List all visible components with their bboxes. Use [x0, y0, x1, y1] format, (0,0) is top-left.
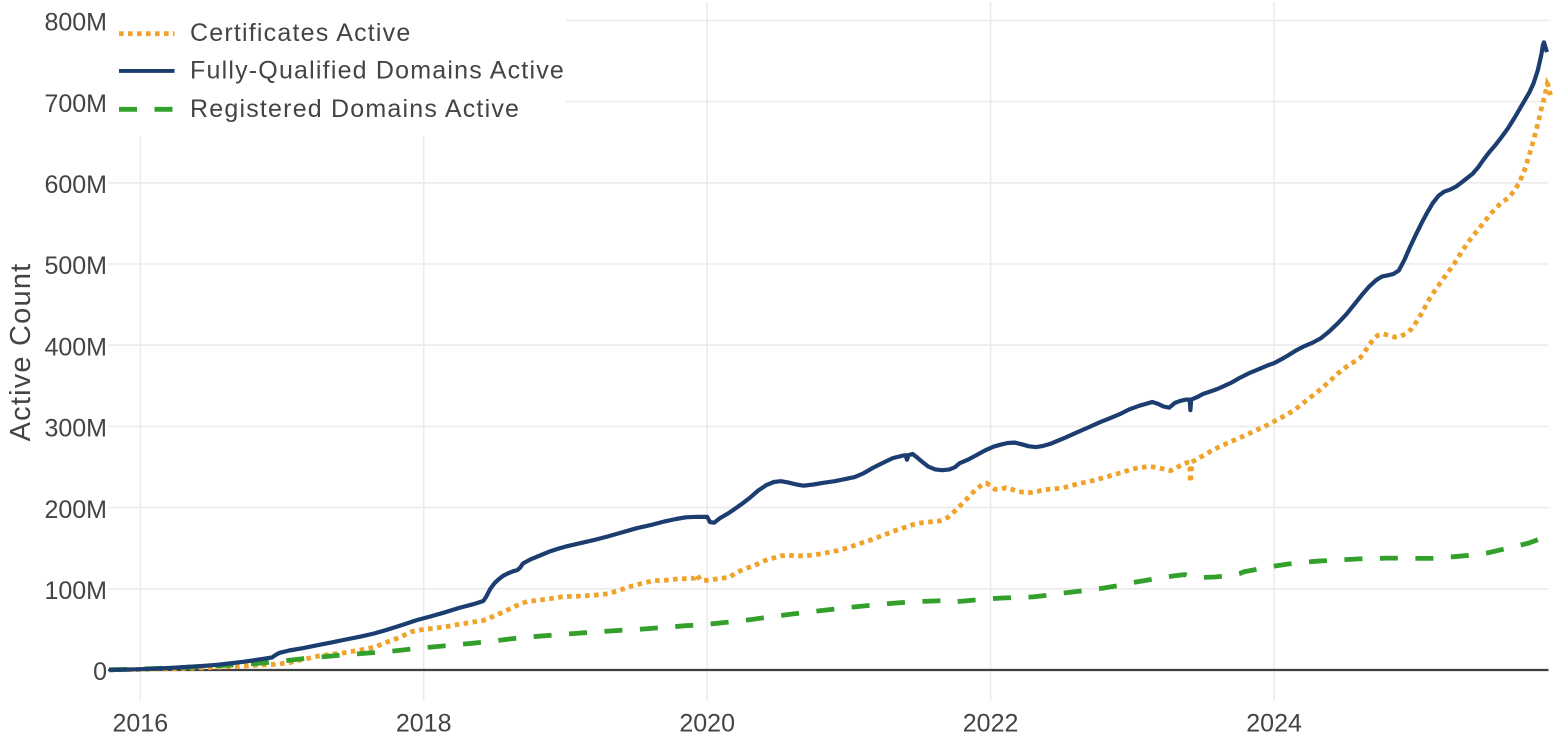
- svg-text:700M: 700M: [44, 90, 107, 118]
- svg-text:0: 0: [93, 658, 107, 686]
- svg-text:2018: 2018: [396, 710, 452, 738]
- svg-text:Certificates Active: Certificates Active: [190, 19, 411, 47]
- svg-text:2016: 2016: [112, 710, 168, 738]
- svg-text:Registered Domains Active: Registered Domains Active: [190, 95, 520, 123]
- svg-text:200M: 200M: [44, 496, 107, 524]
- svg-text:500M: 500M: [44, 252, 107, 280]
- svg-text:800M: 800M: [44, 9, 107, 37]
- svg-text:300M: 300M: [44, 415, 107, 443]
- svg-text:600M: 600M: [44, 171, 107, 199]
- svg-text:400M: 400M: [44, 333, 107, 361]
- svg-text:100M: 100M: [44, 577, 107, 605]
- svg-text:2022: 2022: [963, 710, 1019, 738]
- svg-text:Fully-Qualified Domains Active: Fully-Qualified Domains Active: [190, 56, 565, 84]
- svg-text:2024: 2024: [1246, 710, 1302, 738]
- svg-text:Active Count: Active Count: [5, 263, 37, 442]
- svg-text:2020: 2020: [679, 710, 735, 738]
